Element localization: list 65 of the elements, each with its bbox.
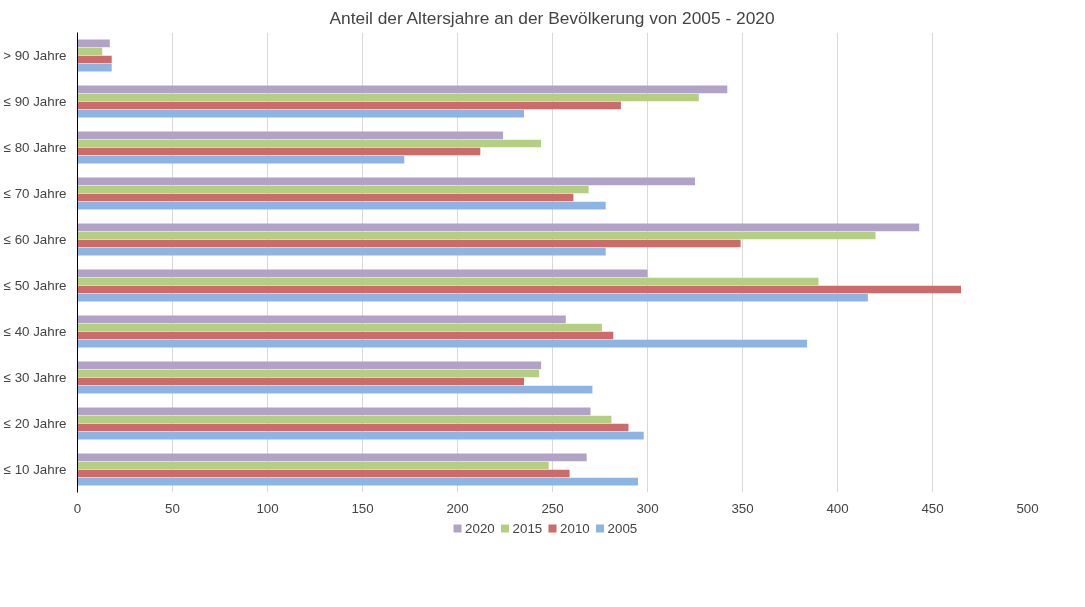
y-tick-label: ≤ 50 Jahre: [3, 278, 67, 293]
bar: [77, 431, 644, 440]
bar: [77, 201, 606, 210]
bar: [77, 223, 920, 232]
x-tick-label: 400: [826, 500, 849, 516]
y-tick-label: ≤ 10 Jahre: [3, 462, 67, 477]
x-tick-label: 350: [731, 500, 754, 516]
legend-label: 2010: [560, 521, 590, 536]
x-tick-label: 300: [636, 500, 659, 516]
bar: [77, 193, 574, 202]
y-tick-label: ≤ 60 Jahre: [3, 232, 67, 247]
bar: [77, 385, 593, 394]
bar: [77, 131, 504, 140]
bar: [77, 231, 876, 240]
chart-title: Anteil der Altersjahre an der Bevölkerung von 2005 - 2020: [329, 7, 775, 28]
bar: [77, 469, 570, 478]
bar: [77, 177, 695, 186]
bar: [77, 63, 112, 72]
x-tick-label: 50: [165, 500, 180, 516]
bar: [77, 315, 566, 324]
bar: [77, 293, 868, 302]
bar: [77, 461, 549, 470]
bar: [77, 101, 621, 110]
y-tick-label: ≤ 20 Jahre: [3, 416, 67, 431]
legend-label: 2020: [465, 521, 495, 536]
bar: [77, 477, 638, 486]
y-tick-label: ≤ 80 Jahre: [3, 140, 67, 155]
x-tick-label: 250: [541, 500, 564, 516]
bar: [77, 377, 524, 386]
y-tick-label: ≤ 30 Jahre: [3, 370, 67, 385]
x-tick-label: 200: [446, 500, 469, 516]
legend-label: 2015: [512, 521, 543, 536]
x-tick-label: 0: [73, 500, 82, 516]
y-tick-label: ≤ 70 Jahre: [3, 186, 67, 201]
bar: [77, 453, 587, 462]
x-tick-label: 150: [351, 500, 374, 516]
x-tick-label: 500: [1016, 500, 1039, 516]
bar: [77, 109, 524, 118]
bar: [77, 331, 614, 340]
bar: [77, 239, 741, 248]
x-tick-label: 450: [921, 500, 944, 516]
bar: [77, 39, 110, 48]
y-tick-label: ≤ 40 Jahre: [3, 324, 67, 339]
bar: [77, 369, 540, 378]
bar: [77, 185, 589, 194]
bar: [77, 269, 648, 278]
bar: [77, 323, 602, 332]
bar: [77, 361, 542, 370]
bar: [77, 407, 591, 416]
bar: [77, 415, 612, 424]
bar: [77, 285, 961, 294]
bar: [77, 139, 542, 148]
bar: [77, 147, 481, 156]
bar: [77, 423, 629, 432]
bar: [77, 339, 808, 348]
x-tick-label: 100: [256, 500, 279, 516]
y-tick-label: > 90 Jahre: [3, 48, 67, 63]
bar: [77, 85, 728, 94]
bar: [77, 155, 405, 164]
bar: [77, 93, 699, 102]
legend-label: 2005: [607, 521, 638, 536]
y-tick-label: ≤ 90 Jahre: [3, 94, 67, 109]
bar: [77, 277, 819, 286]
bar: [77, 55, 112, 64]
bar: [77, 247, 606, 256]
